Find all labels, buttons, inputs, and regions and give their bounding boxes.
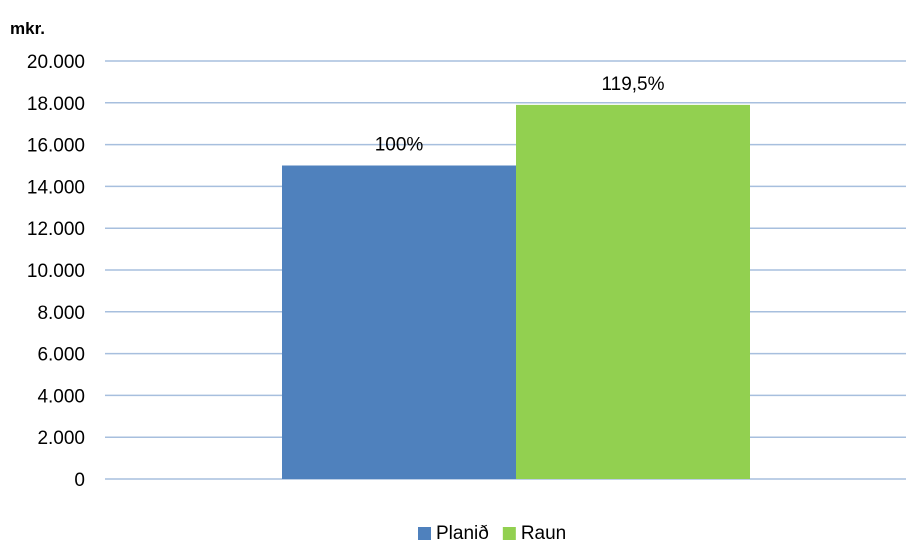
legend-label: Planið xyxy=(436,523,489,544)
y-tick-label: 16.000 xyxy=(27,136,85,157)
y-tick-label: 12.000 xyxy=(27,219,85,240)
data-labels: 100% 119,5% xyxy=(375,74,665,156)
y-axis-tick-labels: 0 2.000 4.000 6.000 8.000 10.000 12.000 14.000 1… xyxy=(27,52,85,491)
y-tick-label: 2.000 xyxy=(37,428,85,449)
legend: Planið Raun xyxy=(418,523,566,544)
legend-swatch xyxy=(418,527,431,540)
y-tick-label: 14.000 xyxy=(27,177,85,198)
y-tick-label: 4.000 xyxy=(37,386,85,407)
y-tick-label: 0 xyxy=(74,470,85,491)
y-tick-label: 6.000 xyxy=(37,345,85,366)
y-tick-label: 20.000 xyxy=(27,52,85,73)
bars xyxy=(282,104,750,479)
y-tick-label: 8.000 xyxy=(37,303,85,324)
y-tick-label: 10.000 xyxy=(27,261,85,282)
y-tick-label: 18.000 xyxy=(27,94,85,115)
legend-swatch xyxy=(502,527,516,540)
bar-raun xyxy=(516,104,750,479)
legend-label: Raun xyxy=(521,523,566,544)
data-label: 119,5% xyxy=(601,74,664,95)
data-label: 100% xyxy=(375,135,424,156)
bar-plani- xyxy=(282,165,516,479)
unit-label: mkr. xyxy=(10,19,45,38)
